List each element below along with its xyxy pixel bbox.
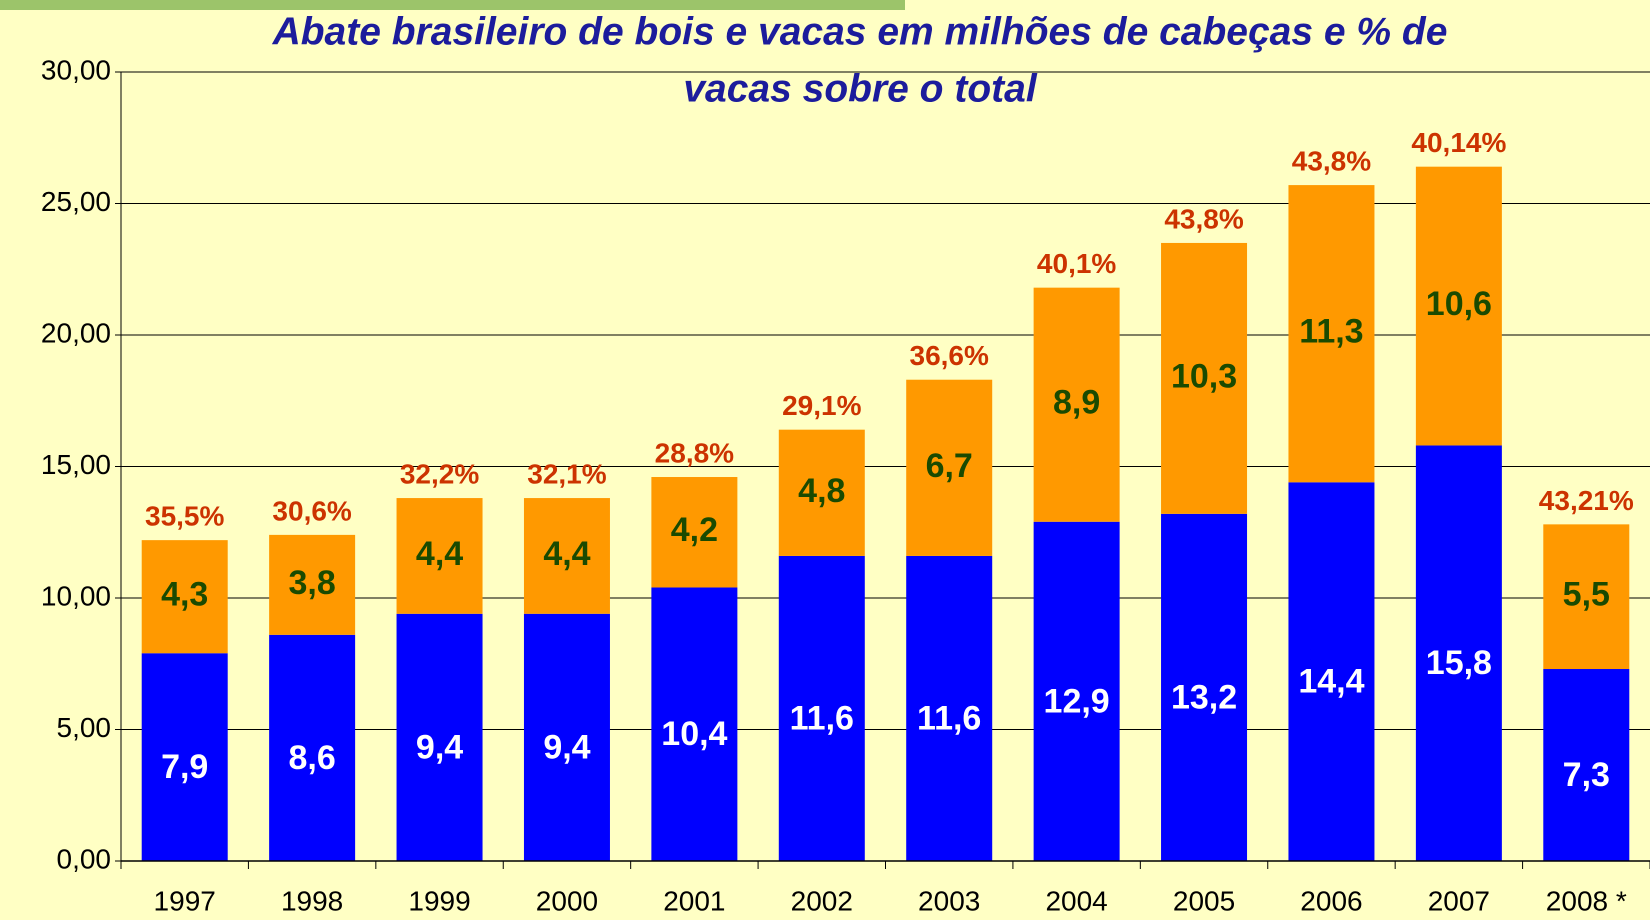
chart-title: vacas sobre o total (683, 67, 1037, 110)
percent-label: 40,1% (1037, 248, 1116, 279)
y-tick-label: 5,00 (57, 712, 112, 743)
value-label: 6,7 (926, 447, 973, 485)
x-tick-label: 2008 * (1546, 885, 1627, 916)
chart-title: Abate brasileiro de bois e vacas em milh… (272, 10, 1448, 53)
x-tick-label: 2003 (918, 885, 980, 916)
x-tick-label: 2005 (1173, 885, 1235, 916)
x-tick-label: 2004 (1045, 885, 1107, 916)
percent-label: 28,8% (655, 437, 734, 468)
value-label: 9,4 (543, 728, 590, 766)
percent-label: 36,6% (910, 340, 989, 371)
bar-segment (1288, 185, 1375, 483)
value-label: 10,6 (1426, 285, 1492, 323)
bar-segment (1543, 669, 1630, 861)
x-tick-label: 1997 (154, 885, 216, 916)
bar-segment (1033, 521, 1120, 861)
value-label: 12,9 (1044, 682, 1110, 720)
bar-segment (1543, 524, 1630, 670)
bar-segment (906, 555, 993, 861)
value-label: 10,3 (1171, 357, 1237, 395)
bar-segment (141, 653, 228, 861)
percent-label: 30,6% (272, 495, 351, 526)
value-label: 8,9 (1053, 384, 1100, 422)
x-tick-label: 2006 (1300, 885, 1362, 916)
bar-segment (523, 498, 610, 614)
percent-label: 29,1% (782, 390, 861, 421)
bar-segment (1161, 242, 1248, 514)
y-tick-label: 10,00 (41, 580, 111, 611)
percent-label: 43,21% (1539, 485, 1634, 516)
value-label: 13,2 (1171, 678, 1237, 716)
bar-segment (651, 477, 738, 588)
bar-segment (778, 429, 865, 556)
bar-segment (651, 587, 738, 861)
percent-label: 40,14% (1411, 127, 1506, 158)
value-label: 10,4 (661, 715, 727, 753)
value-label: 7,9 (161, 748, 208, 786)
bar-segment (269, 634, 356, 861)
value-label: 4,2 (671, 511, 718, 549)
x-tick-label: 2001 (663, 885, 725, 916)
value-label: 11,3 (1299, 313, 1363, 351)
y-tick-label: 15,00 (41, 449, 111, 480)
value-label: 11,6 (917, 699, 981, 737)
x-tick-label: 2000 (536, 885, 598, 916)
bar-segment (523, 613, 610, 861)
value-label: 4,8 (798, 472, 845, 510)
header-strip (0, 0, 905, 10)
value-label: 4,3 (161, 576, 208, 614)
percent-label: 32,1% (527, 458, 606, 489)
bar-segment (1033, 287, 1120, 522)
bar-segment (1161, 513, 1248, 861)
x-tick-label: 2002 (791, 885, 853, 916)
bar-segment (1415, 166, 1502, 446)
value-label: 11,6 (790, 699, 854, 737)
bar-segment (141, 540, 228, 654)
bar-segment (396, 498, 483, 614)
value-label: 15,8 (1426, 644, 1492, 682)
bar-segment (778, 555, 865, 861)
y-tick-label: 20,00 (41, 317, 111, 348)
value-label: 14,4 (1298, 663, 1364, 701)
y-tick-label: 30,00 (41, 54, 111, 85)
x-tick-label: 1999 (408, 885, 470, 916)
value-label: 5,5 (1563, 576, 1610, 614)
y-tick-label: 0,00 (57, 843, 112, 874)
bar-segment (269, 534, 356, 635)
percent-label: 35,5% (145, 501, 224, 532)
x-tick-label: 1998 (281, 885, 343, 916)
x-tick-label: 2007 (1428, 885, 1490, 916)
bar-segment (1415, 445, 1502, 861)
value-label: 4,4 (543, 535, 590, 573)
y-tick-label: 25,00 (41, 186, 111, 217)
percent-label: 32,2% (400, 458, 479, 489)
value-label: 3,8 (288, 564, 335, 602)
value-label: 9,4 (416, 728, 463, 766)
percent-label: 43,8% (1164, 203, 1243, 234)
value-label: 4,4 (416, 535, 463, 573)
value-label: 7,3 (1563, 756, 1610, 794)
bar-segment (906, 379, 993, 556)
bar-segment (396, 613, 483, 861)
value-label: 8,6 (288, 739, 335, 777)
percent-label: 43,8% (1292, 145, 1371, 176)
bar-segment (1288, 482, 1375, 861)
